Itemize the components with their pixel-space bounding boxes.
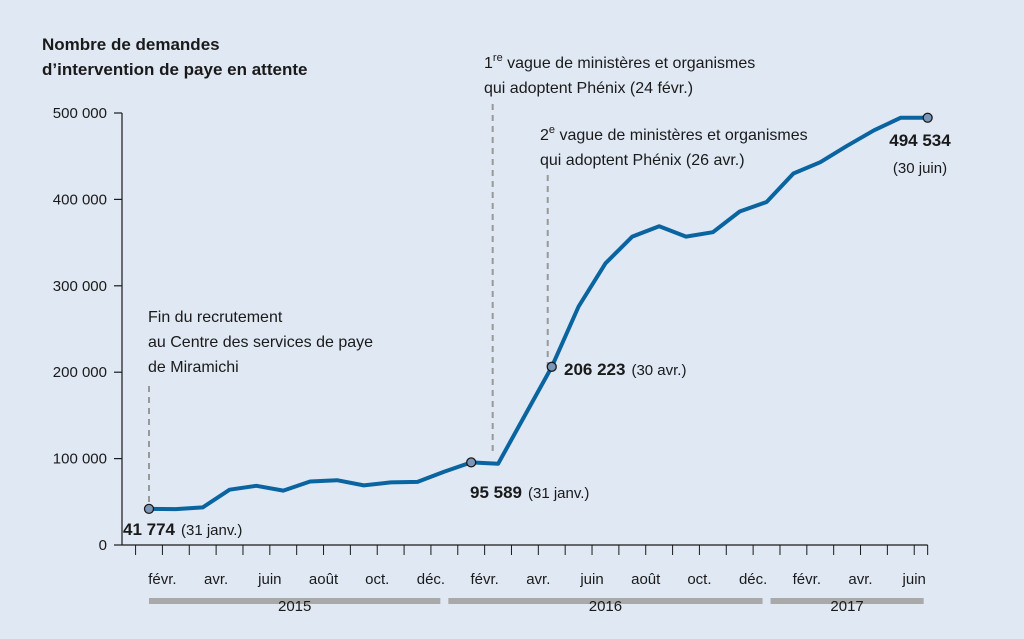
y-axis-title-line1: Nombre de demandes <box>42 35 220 54</box>
callout-jan-2016-date: (31 janv.) <box>528 485 589 502</box>
y-axis-title-line2: d’intervention de paye en attente <box>42 60 307 79</box>
x-tick-label: juin <box>902 571 926 588</box>
x-tick-label: juin <box>257 571 281 588</box>
annotation-recruitment-line1: Fin du recrutement <box>148 309 283 326</box>
highlight-point <box>922 112 933 123</box>
x-tick-label: avr. <box>848 571 872 588</box>
x-tick-label: oct. <box>687 571 711 588</box>
year-band <box>770 598 924 604</box>
year-label: 2015 <box>278 598 311 615</box>
year-label: 2017 <box>830 598 863 615</box>
x-tick-label: août <box>309 571 339 588</box>
wave2-text: vague de ministères et organismes <box>555 127 808 144</box>
y-tick-label: 500 000 <box>53 105 107 122</box>
annotation-wave1: 1re vague de ministères et organismes qu… <box>484 52 755 97</box>
y-tick-label: 200 000 <box>53 364 107 381</box>
annotation-wave2-line1: 2e vague de ministères et organismes <box>540 124 808 144</box>
callout-jan-2015-date: (31 janv.) <box>181 522 242 539</box>
x-tick-label: déc. <box>739 571 767 588</box>
year-label: 2016 <box>589 598 622 615</box>
annotation-guides <box>148 104 549 505</box>
callout-jan-2016-value: 95 589 <box>470 483 522 502</box>
highlight-markers <box>143 112 933 515</box>
highlight-point <box>143 503 155 515</box>
highlight-point <box>466 457 477 468</box>
y-tick-label: 300 000 <box>53 278 107 295</box>
callout-apr-2016: 206 223 (30 avr.) <box>564 360 686 379</box>
annotation-wave2-line2: qui adoptent Phénix (26 avr.) <box>540 152 745 169</box>
annotation-wave1-line1: 1re vague de ministères et organismes <box>484 52 755 72</box>
x-tick-label: févr. <box>470 571 498 588</box>
callout-apr-2016-value: 206 223 <box>564 360 625 379</box>
x-tick-label: oct. <box>365 571 389 588</box>
wave2-ordinal-suffix: e <box>549 124 555 136</box>
y-tick-label: 400 000 <box>53 191 107 208</box>
series-layer <box>147 115 930 512</box>
annotation-recruitment-end: Fin du recrutement au Centre des service… <box>148 309 373 376</box>
year-band <box>448 598 763 604</box>
x-tick-label: févr. <box>793 571 821 588</box>
series-line <box>147 115 930 512</box>
y-tick-label: 100 000 <box>53 451 107 468</box>
x-tick-label: févr. <box>148 571 176 588</box>
x-axis: févr. avr. juin août oct. déc. févr. avr. juin ao… <box>122 544 929 615</box>
wave1-ordinal: 1 <box>484 55 493 72</box>
callout-jun-2017-value: 494 534 <box>889 131 951 150</box>
annotation-recruitment-line2: au Centre des services de paye <box>148 334 373 351</box>
year-band <box>149 598 441 604</box>
x-tick-label: juin <box>579 571 603 588</box>
x-tick-label: avr. <box>204 571 228 588</box>
callout-jan-2015-value: 41 774 <box>123 520 176 539</box>
x-tick-label: déc. <box>417 571 445 588</box>
callout-jan-2016: 95 589 (31 janv.) <box>470 483 589 502</box>
highlight-point <box>546 361 557 372</box>
annotation-wave2: 2e vague de ministères et organismes qui… <box>540 124 808 169</box>
annotation-recruitment-line3: de Miramichi <box>148 359 239 376</box>
x-tick-label: août <box>631 571 661 588</box>
y-tick-label: 0 <box>99 537 107 554</box>
callout-jun-2017-date: (30 juin) <box>893 160 947 177</box>
wave1-text: vague de ministères et organismes <box>503 55 756 72</box>
callout-apr-2016-date: (30 avr.) <box>631 362 686 379</box>
annotation-wave1-line2: qui adoptent Phénix (24 févr.) <box>484 80 693 97</box>
x-tick-label: avr. <box>526 571 550 588</box>
callout-jan-2015: 41 774 (31 janv.) <box>123 520 242 539</box>
wave2-ordinal: 2 <box>540 127 549 144</box>
wave1-ordinal-suffix: re <box>493 52 503 64</box>
y-axis: 0 100 000 200 000 300 000 400 000 500 000 <box>53 105 123 554</box>
